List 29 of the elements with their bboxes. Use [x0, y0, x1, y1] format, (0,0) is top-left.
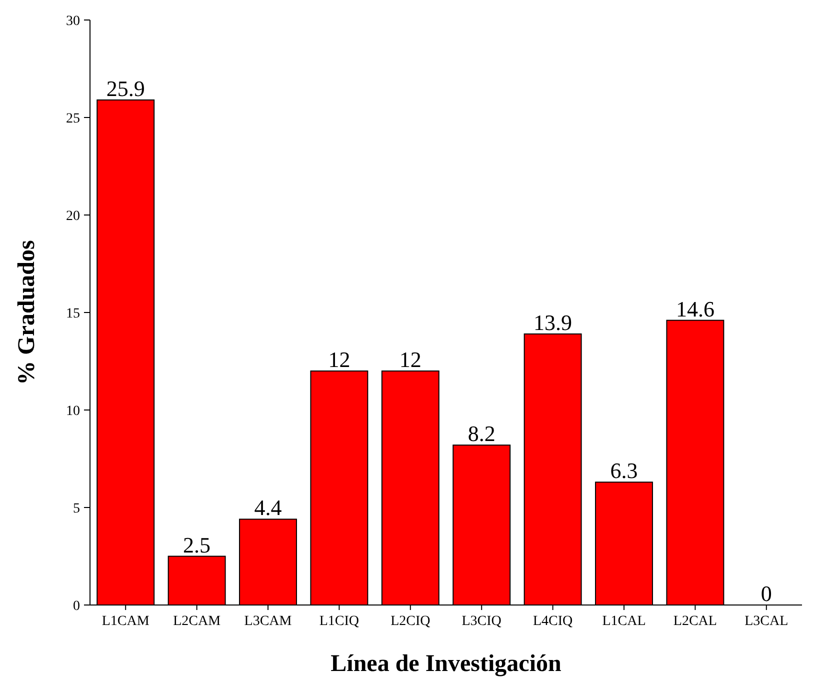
x-axis-title: Línea de Investigación — [330, 651, 562, 677]
data-label: 2.5 — [183, 532, 211, 558]
x-tick-label: L1CIQ — [319, 614, 360, 629]
data-label: 13.9 — [534, 310, 572, 335]
x-tick-label: L1CAL — [602, 614, 646, 629]
y-tick-label: 20 — [66, 208, 80, 224]
y-tick-label: 15 — [66, 306, 80, 322]
x-tick-label: L1CAM — [102, 614, 150, 629]
data-label: 0 — [760, 581, 772, 606]
y-tick-label: 5 — [73, 501, 80, 516]
y-axis-title: % Graduados — [14, 240, 40, 385]
x-tick-label: L3CAL — [744, 614, 788, 629]
data-label: 12 — [399, 347, 422, 372]
x-tick-label: L2CAM — [173, 614, 222, 629]
y-tick-label: 0 — [73, 598, 80, 614]
x-tick-label: L4CIQ — [532, 614, 573, 629]
data-label: 4.4 — [254, 495, 282, 520]
x-tick-label: L3CIQ — [462, 614, 502, 629]
x-tick-label: L3CAM — [244, 614, 292, 629]
y-tick-label: 25 — [66, 111, 80, 126]
x-tick-label: L2CAL — [673, 614, 717, 629]
data-label: 14.6 — [676, 296, 714, 322]
data-label: 6.3 — [610, 458, 638, 484]
data-label: 12 — [328, 347, 350, 372]
x-tick-label: L2CIQ — [390, 614, 430, 629]
y-tick-label: 10 — [66, 404, 80, 419]
data-label: 25.9 — [106, 76, 145, 101]
y-tick-label: 30 — [66, 14, 80, 29]
data-label: 8.2 — [468, 421, 496, 446]
